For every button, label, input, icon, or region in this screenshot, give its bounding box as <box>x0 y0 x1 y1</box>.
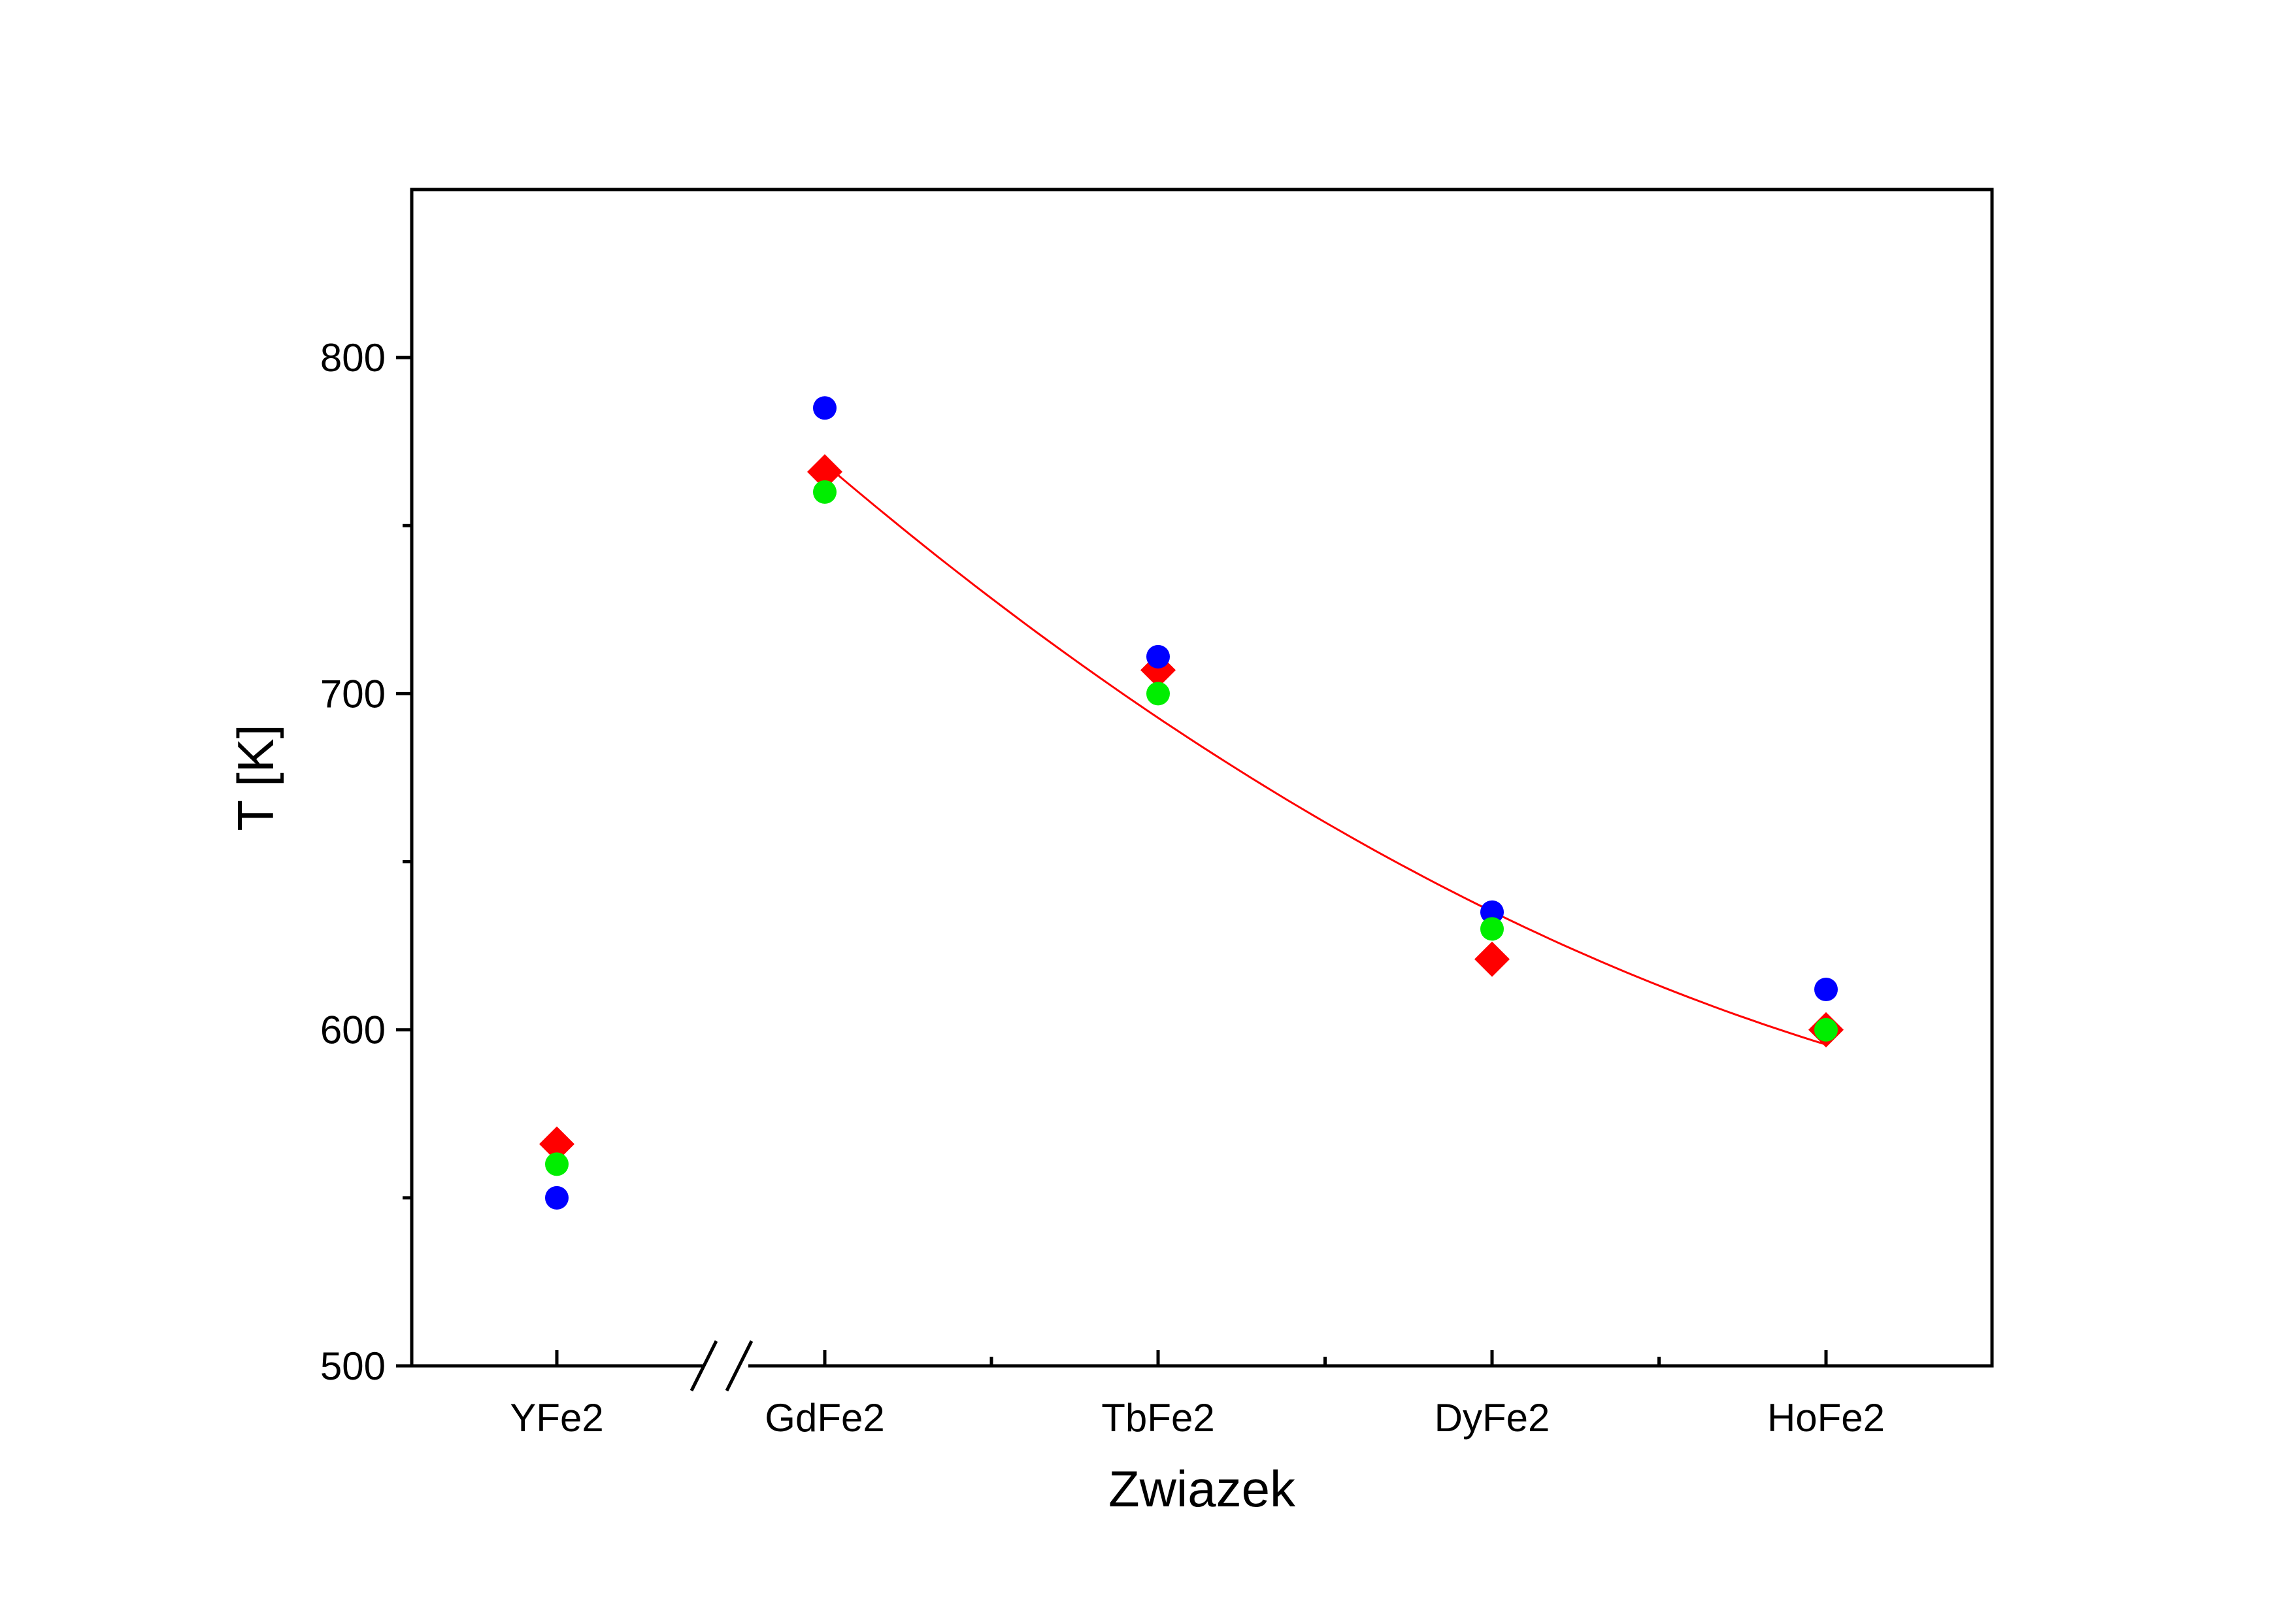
data-point-circle <box>545 1152 569 1176</box>
data-point-circle <box>1814 978 1838 1001</box>
y-tick-label: 800 <box>320 336 386 380</box>
data-point-circle <box>545 1185 569 1210</box>
data-point-diamond <box>1474 941 1510 977</box>
axis-break-slash <box>725 1340 754 1392</box>
x-axis-title: Zwiazek <box>1108 1460 1296 1517</box>
data-point-circle <box>1146 682 1170 706</box>
x-tick-label: GdFe2 <box>765 1396 884 1440</box>
fit-curve <box>824 463 1827 1046</box>
y-tick-label: 700 <box>320 672 386 716</box>
data-point-circle <box>813 480 837 504</box>
axis-break-slash <box>689 1340 718 1392</box>
y-axis-title: T [K] <box>227 724 284 831</box>
data-point-circle <box>1480 917 1504 941</box>
y-tick-label: 600 <box>320 1008 386 1052</box>
x-tick-label: DyFe2 <box>1435 1396 1550 1440</box>
data-point-circle <box>1814 1018 1838 1042</box>
data-point-diamond <box>539 1126 574 1162</box>
plot-frame <box>410 188 1994 1368</box>
y-tick-label: 500 <box>320 1344 386 1388</box>
data-point-circle <box>813 396 837 420</box>
x-tick-label: YFe2 <box>510 1396 603 1440</box>
x-tick-label: HoFe2 <box>1767 1396 1885 1440</box>
data-point-circle <box>1146 644 1170 669</box>
data-point-diamond <box>807 454 842 489</box>
data-point-circle <box>1480 900 1504 924</box>
x-tick-label: TbFe2 <box>1101 1396 1214 1440</box>
